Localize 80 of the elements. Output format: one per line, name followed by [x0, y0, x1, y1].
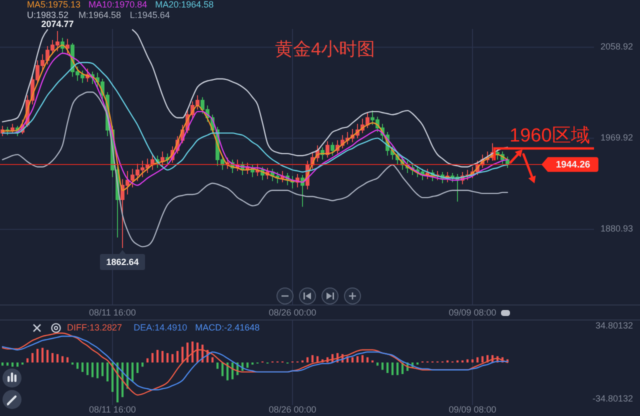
bar	[221, 362, 224, 376]
bar	[471, 359, 474, 362]
bar	[41, 348, 44, 362]
line-series	[2, 92, 508, 248]
y-tick-label: -34.80132	[592, 393, 633, 404]
bar	[36, 348, 39, 362]
bar	[46, 350, 49, 362]
y-tick-label: 1880.93	[600, 224, 633, 234]
x-tick-label: 09/09 08:00	[448, 307, 496, 318]
bar	[136, 362, 139, 373]
candlestick	[330, 142, 334, 156]
x-tick-label: 08/26 00:00	[268, 404, 316, 414]
x-tick-label: 08/26 00:00	[268, 307, 316, 318]
ref-line-label: 1944.26	[556, 160, 590, 171]
bar	[176, 350, 179, 362]
bar	[391, 362, 394, 376]
y-tick-label: 2058.92	[600, 42, 633, 52]
bar	[131, 362, 134, 382]
text: MA5:1975.13	[27, 0, 81, 10]
bar	[476, 357, 479, 362]
bar	[51, 353, 54, 362]
candlestick	[160, 151, 164, 166]
bar	[106, 362, 109, 382]
bar	[31, 353, 34, 362]
bar	[16, 362, 19, 367]
bar	[216, 362, 219, 369]
bar	[351, 357, 354, 362]
bar	[381, 362, 384, 370]
x-tick-label: 08/11 16:00	[89, 307, 136, 318]
candlestick	[326, 140, 330, 158]
ref-line-label: 1960区域	[510, 125, 590, 146]
bar	[466, 359, 469, 362]
bar	[56, 354, 59, 362]
text: MA20:1964.58	[155, 0, 214, 10]
bar	[156, 350, 159, 362]
candlestick	[300, 174, 304, 208]
bar	[96, 362, 99, 378]
bar	[11, 362, 14, 367]
y-tick-label: 1969.92	[600, 132, 633, 143]
bar	[246, 362, 249, 368]
series-label: DIFF:13.2827	[67, 322, 122, 332]
text: 黄金4小时图	[274, 38, 376, 59]
bar	[481, 356, 484, 362]
annotation: MACD:-2.41648	[195, 322, 260, 332]
bar	[361, 355, 364, 362]
bar	[146, 358, 149, 362]
text: L:1945.64	[130, 10, 170, 20]
bar	[91, 362, 94, 378]
x-tick-label: 08/11 16:00	[89, 404, 136, 414]
bar	[386, 362, 389, 373]
bar	[171, 354, 174, 362]
x-tick-label: 09/09 08:00	[448, 404, 496, 414]
y-tick-label: 34.80132	[595, 320, 633, 330]
bar	[356, 356, 359, 362]
bar	[141, 362, 144, 367]
candlestick	[66, 38, 70, 55]
bar	[86, 362, 89, 376]
bar	[61, 356, 64, 362]
text: DEA:14.4910	[134, 322, 188, 332]
bar	[161, 350, 164, 362]
bar	[76, 362, 79, 369]
bar	[396, 362, 399, 376]
bar	[81, 362, 84, 372]
bar	[306, 357, 309, 362]
annotation: 1862.64	[106, 256, 139, 267]
bar	[66, 357, 69, 362]
bar	[26, 358, 29, 362]
annotation: 2074.77	[41, 18, 74, 29]
bar	[101, 362, 104, 376]
text: MA10:1970.84	[88, 0, 148, 10]
bar	[376, 362, 379, 366]
bar	[311, 355, 314, 362]
bar	[166, 353, 169, 362]
text: M:1964.58	[78, 10, 121, 20]
bar	[211, 357, 214, 362]
series-label: U:1983.52	[27, 10, 69, 20]
bar	[366, 357, 369, 362]
bar	[1, 362, 4, 366]
bar	[6, 362, 9, 366]
bar	[151, 353, 154, 362]
